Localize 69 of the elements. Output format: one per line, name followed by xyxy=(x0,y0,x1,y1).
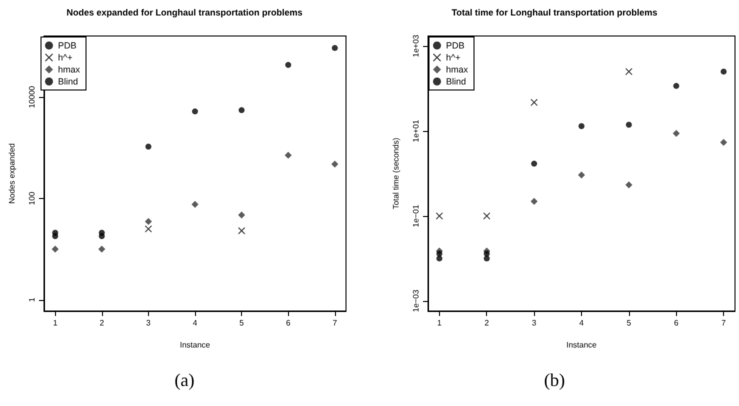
y-tick-label: 1e−03 xyxy=(412,289,420,312)
point xyxy=(625,181,632,188)
x-tick-label: 6 xyxy=(674,318,680,328)
y-axis-title: Total time (seconds) xyxy=(392,137,400,210)
x-tick-label: 2 xyxy=(100,318,105,328)
point xyxy=(578,172,585,179)
legend-label: hmax xyxy=(446,64,469,74)
point xyxy=(238,227,246,234)
x-axis-title: Instance xyxy=(566,340,598,350)
chart-title: Nodes expanded for Longhaul transportation problems xyxy=(66,8,303,18)
text: (b) xyxy=(543,370,566,391)
point xyxy=(98,230,105,236)
y-axis-title: Nodes expanded xyxy=(8,143,16,204)
point xyxy=(144,225,152,232)
legend-label: h^+ xyxy=(58,52,72,62)
point xyxy=(285,62,292,68)
point xyxy=(98,246,106,253)
y-tick-label: 1 xyxy=(28,296,36,302)
point xyxy=(52,246,59,253)
point xyxy=(530,98,538,106)
x-tick-label: 7 xyxy=(721,318,726,328)
point xyxy=(192,108,198,114)
point xyxy=(332,44,338,51)
x-tick-label: 2 xyxy=(484,318,490,328)
point xyxy=(331,160,338,168)
point xyxy=(626,122,632,128)
point xyxy=(720,68,727,75)
point xyxy=(436,212,443,220)
x-axis-title: Instance xyxy=(180,340,211,350)
x-tick-label: 7 xyxy=(332,318,338,328)
point xyxy=(484,250,490,257)
y-tick-label: 1e+03 xyxy=(412,34,420,58)
point xyxy=(720,138,728,146)
x-tick-label: 5 xyxy=(239,318,244,328)
point xyxy=(238,212,246,219)
x-tick-label: 4 xyxy=(192,318,198,328)
point xyxy=(192,200,198,208)
point xyxy=(436,250,442,257)
legend-label: h^+ xyxy=(446,52,460,62)
point xyxy=(284,152,292,159)
text: (a) xyxy=(174,370,196,391)
y-tick-label: 100 xyxy=(28,191,36,206)
point xyxy=(673,82,680,89)
x-tick-label: 3 xyxy=(532,318,537,328)
legend-label: Blind xyxy=(58,76,78,86)
x-tick-label: 1 xyxy=(437,318,442,328)
y-tick-label: 1e+01 xyxy=(412,119,420,142)
point xyxy=(530,198,538,205)
point xyxy=(145,144,152,150)
x-tick-label: 4 xyxy=(579,318,584,328)
point xyxy=(238,107,245,114)
chart-title: Total time for Longhaul transportation problems xyxy=(452,8,658,18)
legend-label: hmax xyxy=(58,64,81,74)
legend-label: PDB xyxy=(58,40,77,50)
x-tick-label: 6 xyxy=(286,318,291,328)
x-tick-label: 1 xyxy=(52,318,58,328)
point xyxy=(672,130,680,137)
point xyxy=(144,218,152,225)
point xyxy=(625,68,632,76)
legend-label: PDB xyxy=(446,40,465,50)
point xyxy=(531,160,538,167)
y-tick-label: 1e−01 xyxy=(412,204,420,228)
point xyxy=(52,230,58,236)
point xyxy=(578,123,584,130)
x-tick-label: 3 xyxy=(146,318,152,328)
x-tick-label: 5 xyxy=(626,318,632,328)
y-tick-label: 10000 xyxy=(28,85,36,108)
point xyxy=(436,255,442,262)
legend-label: Blind xyxy=(446,76,466,86)
